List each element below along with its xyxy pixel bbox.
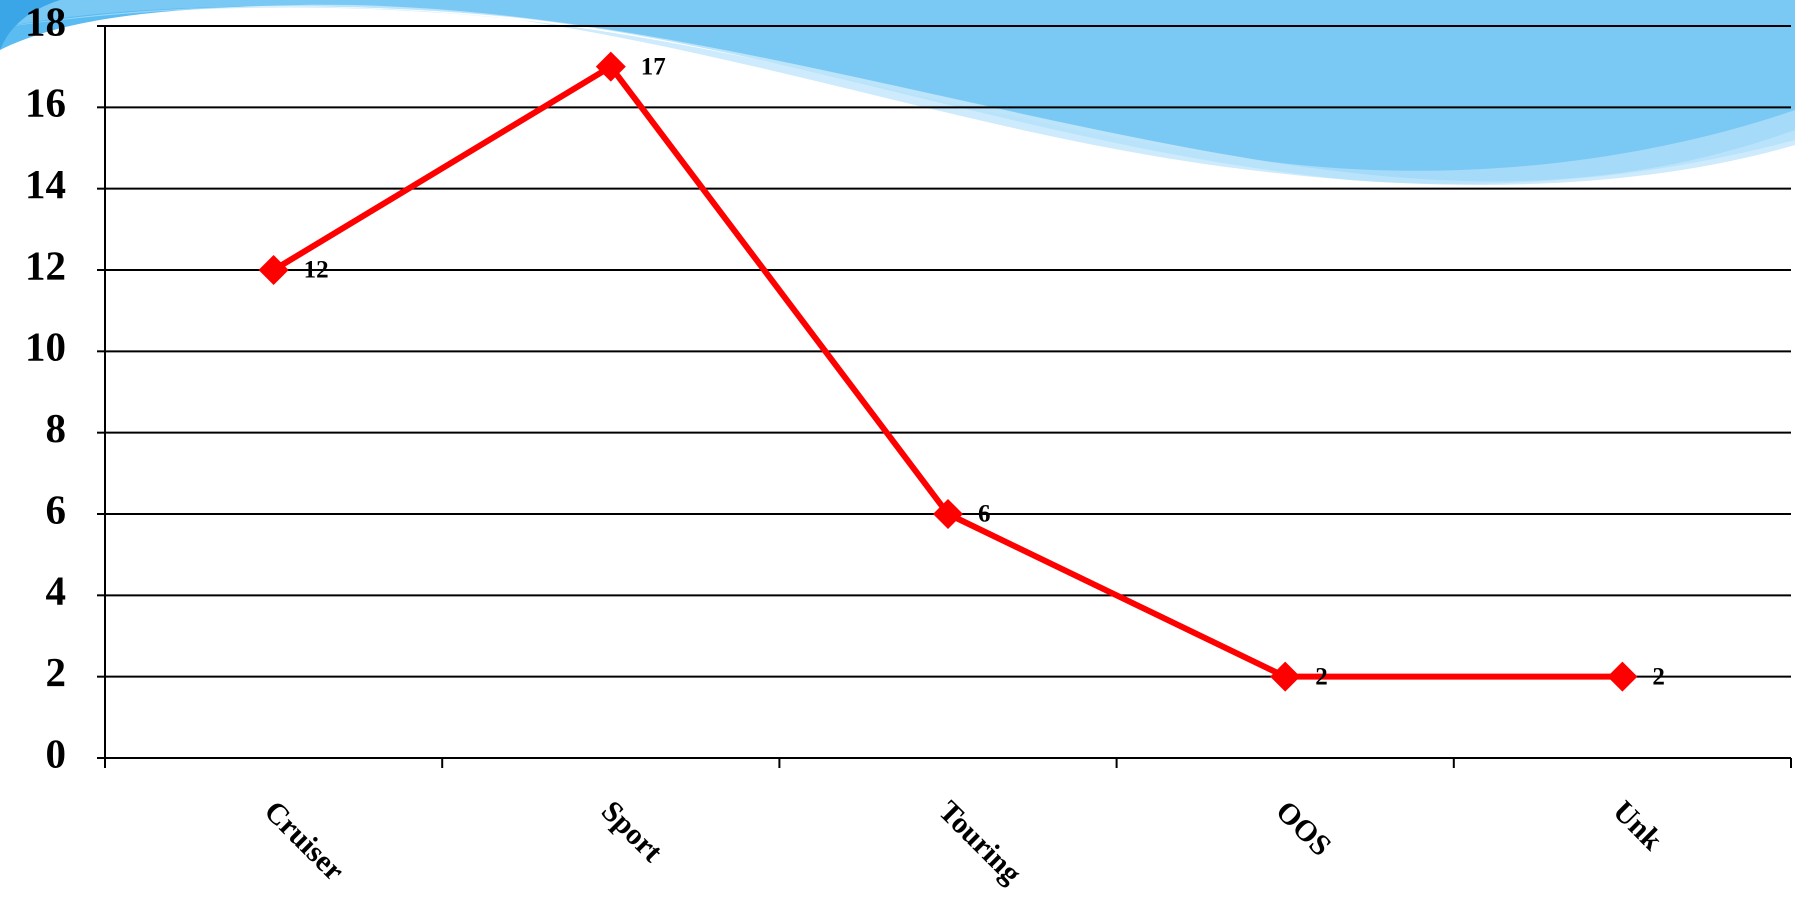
y-tick-label: 10 — [25, 324, 66, 370]
data-marker — [595, 51, 626, 82]
y-tick-label: 18 — [25, 0, 66, 44]
data-label: 2 — [1315, 663, 1328, 690]
data-label: 12 — [304, 257, 329, 284]
x-tick-label: Unk — [1607, 794, 1669, 856]
x-tick-label: Sport — [595, 794, 669, 868]
data-label: 6 — [978, 501, 991, 528]
background-wave — [0, 0, 1795, 185]
x-tick-label: Touring — [932, 794, 1028, 890]
y-tick-label: 16 — [25, 80, 66, 126]
x-tick-label: Cruiser — [258, 794, 351, 887]
data-marker — [1607, 661, 1638, 692]
wave-corner — [0, 0, 60, 50]
y-tick-label: 8 — [46, 405, 67, 451]
data-marker — [258, 255, 289, 285]
wave-light — [0, 6, 1795, 185]
y-tick-label: 12 — [25, 242, 66, 288]
data-marker — [1270, 661, 1301, 692]
data-label: 17 — [641, 53, 666, 80]
y-tick-label: 14 — [25, 161, 66, 207]
y-tick-label: 0 — [46, 730, 67, 776]
y-tick-label: 2 — [46, 649, 67, 695]
data-marker — [933, 499, 963, 529]
y-tick-label: 6 — [46, 486, 67, 532]
y-tick-label: 4 — [46, 568, 67, 614]
x-tick-label: OOS — [1269, 794, 1337, 862]
data-label: 2 — [1652, 663, 1665, 690]
